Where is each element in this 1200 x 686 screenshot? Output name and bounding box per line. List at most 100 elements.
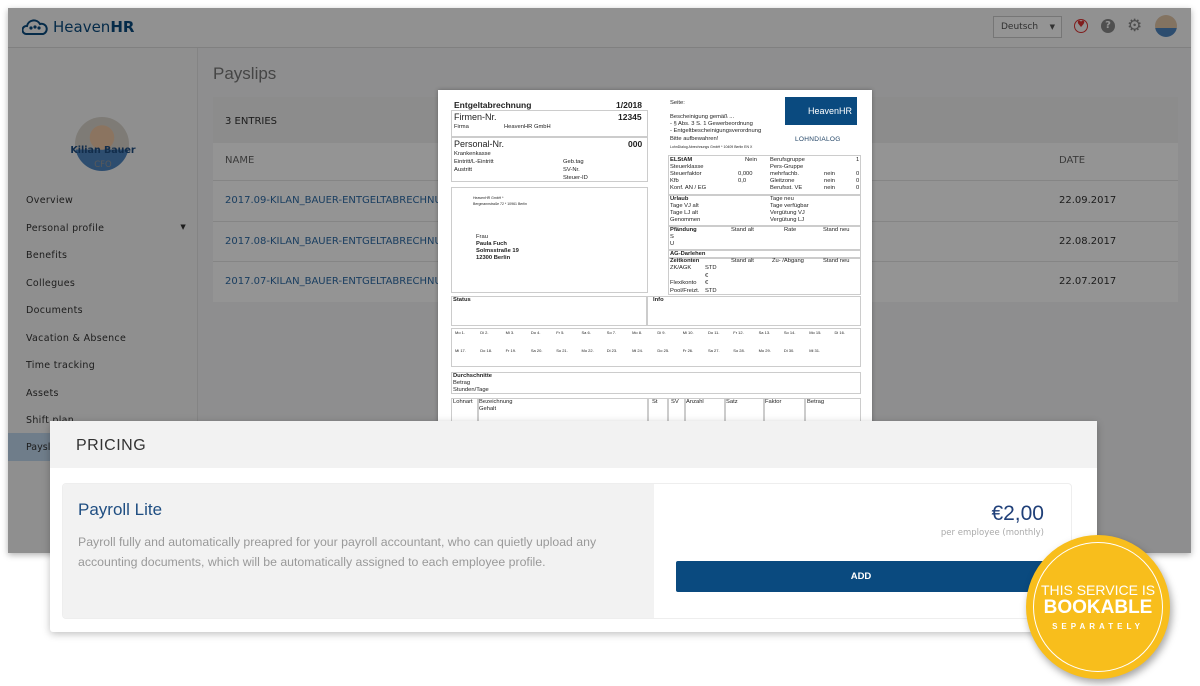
profile-avatar <box>75 117 129 171</box>
doc-text: Mi 3. <box>505 330 515 335</box>
doc-status-label: Status <box>453 297 471 303</box>
pricing-panel: PRICING Payroll Lite Payroll fully and a… <box>50 421 1097 632</box>
sidebar-item-label: Payslips <box>26 442 64 453</box>
doc-text: St <box>652 399 658 405</box>
doc-text: Mo 1. <box>455 330 466 335</box>
badge-ring <box>1033 542 1163 672</box>
doc-label: Personal-Nr. <box>454 139 505 149</box>
doc-text: Mo 15. <box>809 330 822 335</box>
doc-wage-item: Gehalt <box>479 406 497 412</box>
sidebar-item-overview[interactable]: Overview <box>26 195 74 206</box>
doc-label: Eintritt/L-Eintritt <box>454 159 494 165</box>
doc-text: Pool/Freizt. <box>670 287 700 294</box>
table-header: NAME DATE <box>213 143 1178 179</box>
doc-text: 0,000 <box>738 171 753 177</box>
doc-period: 1/2018 <box>616 100 642 110</box>
doc-label: Seite: <box>670 100 685 106</box>
sidebar-item-collegues[interactable]: Collegues <box>26 278 76 289</box>
sidebar-item-documents[interactable]: Documents <box>26 305 83 316</box>
doc-text: Stand alt <box>731 227 754 233</box>
doc-text: Stand alt <box>731 258 754 264</box>
doc-text: Mo 22. <box>581 348 594 353</box>
doc-text: Pfändung <box>670 227 697 233</box>
doc-text: Tage neu <box>770 196 794 202</box>
doc-text: Vergütung VJ <box>770 210 805 216</box>
payslip-preview: Entgeltabrechnung 1/2018 Firmen-Nr. 1234… <box>438 90 872 425</box>
doc-text: Fr 5. <box>556 330 565 335</box>
doc-info-label: Info <box>653 297 664 303</box>
product-card: Payroll Lite Payroll fully and automatic… <box>62 483 1072 619</box>
badge-line: SEPARATELY <box>1052 622 1144 631</box>
doc-text: Sa 27. <box>708 348 720 353</box>
doc-text: SV <box>671 399 679 405</box>
doc-text: Sa 6. <box>581 330 591 335</box>
doc-text: Bitte aufbewahren! <box>670 136 719 142</box>
doc-text: ELStAM <box>670 157 693 163</box>
doc-text: Sa 13. <box>758 330 771 335</box>
bookable-badge: THIS SERVICE IS BOOKABLE SEPARATELY <box>1026 535 1170 679</box>
help-icon[interactable]: ? <box>1101 19 1115 33</box>
doc-label: Betrag <box>453 380 471 386</box>
doc-text: AG-Darlehen <box>670 251 706 257</box>
sidebar-item-personal-profile[interactable]: Personal profile ▼ <box>26 223 186 234</box>
sidebar-item-vacation[interactable]: Vacation & Absence <box>26 333 127 344</box>
sidebar-item-time-tracking[interactable]: Time tracking <box>26 360 96 371</box>
doc-text: Di 16. <box>834 330 845 335</box>
row-date: 22.07.2017 <box>1059 276 1117 287</box>
gear-icon[interactable]: ⚙ <box>1127 16 1143 36</box>
pricing-header: PRICING <box>50 421 1097 468</box>
language-select[interactable]: Deutsch ▼ <box>993 16 1062 38</box>
user-role: CFO <box>94 160 112 170</box>
doc-text: ZK/AGK <box>670 265 692 271</box>
file-link[interactable]: 2017.09-KILAN_BAUER-ENTGELTABRECHNUNG.PD… <box>225 195 480 206</box>
product-price: €2,00 <box>991 502 1044 525</box>
doc-text: So 14. <box>783 330 796 335</box>
sidebar-item-shift-plan[interactable]: Shift plan <box>26 415 74 426</box>
doc-text: Genommen <box>670 217 701 223</box>
product-title: Payroll Lite <box>78 500 163 519</box>
sidebar-item-assets[interactable]: Assets <box>26 388 59 399</box>
file-link[interactable]: 2017.07-KILAN_BAUER-ENTGELTABRECHNUNG.PD… <box>225 276 480 287</box>
doc-text: nein <box>824 178 835 184</box>
file-link[interactable]: 2017.08-KILAN_BAUER-ENTGELTABRECHNUNG.PD… <box>225 236 480 247</box>
add-button[interactable]: ADD <box>676 561 1046 592</box>
doc-text: - § Abs. 3 S. 1 Gewerbeordnung <box>670 121 753 127</box>
doc-text: Vergütung LJ <box>770 217 805 223</box>
doc-text: Konf. AN / EG <box>670 185 707 191</box>
doc-text: - Entgeltbescheinigungsverordnung <box>670 128 762 134</box>
doc-text: Mi 31. <box>809 348 821 353</box>
doc-label: Stunden/Tage <box>453 387 489 393</box>
cloud-people-icon <box>22 19 48 35</box>
caret-down-icon: ▼ <box>1049 23 1055 31</box>
sidebar-item-benefits[interactable]: Benefits <box>26 250 68 261</box>
doc-text: 0,0 <box>738 178 747 184</box>
doc-text: Lohnart <box>453 399 473 405</box>
heart-icon[interactable]: ♥ <box>1074 19 1088 33</box>
doc-text: Mi 24. <box>632 348 643 353</box>
heavenhr-doc-logo: HeavenHR <box>785 97 857 125</box>
doc-label: Austritt <box>454 167 473 173</box>
doc-text: Stand neu <box>823 227 850 233</box>
doc-text: Zeitkonten <box>670 258 700 264</box>
language-value: Deutsch <box>1001 22 1039 32</box>
badge-line: BOOKABLE <box>1043 597 1153 618</box>
doc-text: Tage LJ alt <box>670 210 699 216</box>
product-info: Payroll Lite Payroll fully and automatic… <box>63 484 654 618</box>
doc-text: 0 <box>856 171 860 177</box>
sidebar-item-label: Personal profile <box>26 223 105 234</box>
doc-text: nein <box>824 185 835 191</box>
user-avatar-button[interactable] <box>1155 15 1177 37</box>
doc-text: Urlaub <box>670 196 689 202</box>
row-date: 22.08.2017 <box>1059 236 1117 247</box>
doc-text: Do 25. <box>657 348 670 353</box>
doc-text: Di 23. <box>606 348 618 353</box>
doc-text: S <box>670 234 674 240</box>
brand-name-bold: HR <box>110 18 135 36</box>
heavenhr-logo[interactable]: HeavenHR <box>22 18 134 36</box>
doc-text: Fr 19. <box>505 348 517 353</box>
row-date: 22.09.2017 <box>1059 195 1117 206</box>
doc-text: Anzahl <box>686 399 704 405</box>
doc-text: Gleitzone <box>770 178 795 184</box>
doc-text: Mi 10. <box>682 330 694 335</box>
doc-text: Fr 12. <box>733 330 744 335</box>
